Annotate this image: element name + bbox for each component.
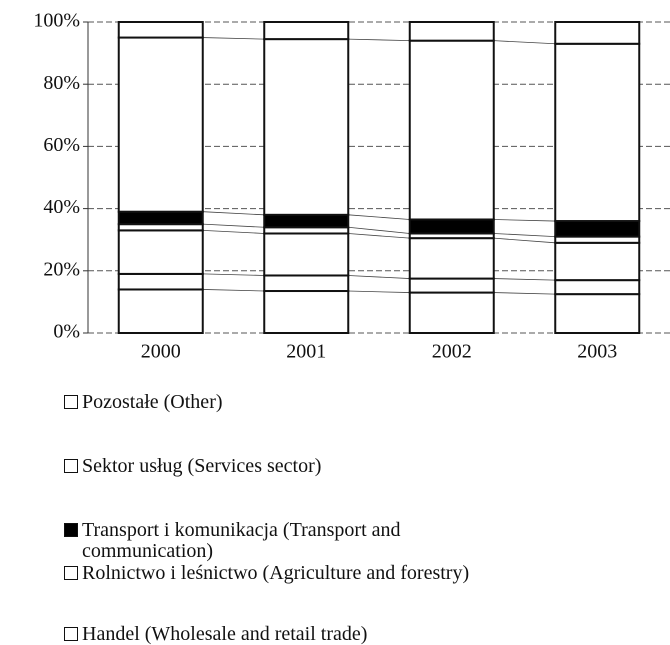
series-line	[348, 226, 410, 234]
series-line	[493, 237, 556, 244]
bar-segment	[408, 218, 495, 235]
bar-segment	[263, 38, 350, 216]
legend-swatch	[64, 395, 78, 409]
bar-segment	[554, 279, 641, 296]
bar-segment	[408, 39, 495, 221]
series-line	[493, 278, 556, 281]
series-line	[493, 219, 556, 222]
legend-label: Pozostałe (Other)	[82, 391, 223, 413]
series-line	[348, 233, 410, 239]
bar-segment	[408, 277, 495, 294]
bar-segment	[554, 220, 641, 238]
bar-segment	[117, 288, 204, 334]
series-line	[202, 223, 265, 228]
legend-label: Transport i komunikacja (Transport and c…	[82, 519, 401, 562]
bar-segment	[263, 213, 350, 229]
legend-label: Sektor usług (Services sector)	[82, 455, 322, 477]
bar-segment	[263, 21, 350, 41]
series-line	[202, 289, 265, 292]
bar-segment	[117, 21, 204, 39]
series-line	[348, 38, 410, 42]
legend-item: Pozostałe (Other)	[64, 392, 504, 413]
bar-segment	[408, 291, 495, 335]
bar-segment	[554, 21, 641, 45]
bar-segment	[408, 21, 495, 42]
legend-item: Sektor usług (Services sector)	[64, 456, 504, 477]
legend-label: Rolnictwo i leśnictwo (Agriculture and f…	[82, 562, 470, 584]
series-line	[348, 290, 410, 293]
bar-segment	[117, 272, 204, 291]
bar-segment	[263, 290, 350, 335]
legend-swatch	[64, 627, 78, 641]
series-line	[493, 233, 556, 237]
y-tick-label: 0%	[53, 321, 80, 343]
bar-segment	[263, 274, 350, 293]
x-tick-label: 2001	[286, 341, 326, 363]
bar-segment	[117, 36, 204, 213]
chart: 0% 20% 40% 60% 80% 100% 2000 2001 2002 2003	[33, 10, 670, 363]
x-tick-label: 2003	[577, 341, 617, 363]
x-tick-label: 2000	[141, 341, 181, 363]
legend-swatch	[64, 566, 78, 580]
series-line	[202, 229, 265, 234]
legend-item: Handel (Wholesale and retail trade)	[64, 624, 504, 645]
bar-segment	[554, 241, 641, 282]
series-line	[202, 273, 265, 276]
bar-segment	[117, 229, 204, 275]
legend-item: Rolnictwo i leśnictwo (Agriculture and f…	[64, 563, 504, 584]
series-line	[493, 292, 556, 295]
series-line	[493, 40, 556, 45]
y-tick-label: 100%	[33, 10, 80, 32]
y-tick-label: 80%	[43, 72, 80, 94]
y-tick-label: 60%	[43, 134, 80, 156]
legend-label: Handel (Wholesale and retail trade)	[82, 623, 368, 645]
series-line	[202, 211, 265, 216]
bar-segment	[408, 237, 495, 280]
bar-segment	[263, 232, 350, 277]
y-tick-label: 20%	[43, 258, 80, 280]
y-tick-label: 40%	[43, 196, 80, 218]
bar-segment	[554, 42, 641, 223]
series-line	[348, 275, 410, 279]
legend-swatch	[64, 459, 78, 473]
legend-swatch	[64, 523, 78, 537]
bar-segment	[554, 293, 641, 334]
x-tick-label: 2002	[432, 341, 472, 363]
bar-segment	[117, 210, 204, 226]
legend-item: Transport i komunikacja (Transport and c…	[64, 520, 504, 562]
series-line	[202, 37, 265, 40]
series-line	[348, 214, 410, 220]
